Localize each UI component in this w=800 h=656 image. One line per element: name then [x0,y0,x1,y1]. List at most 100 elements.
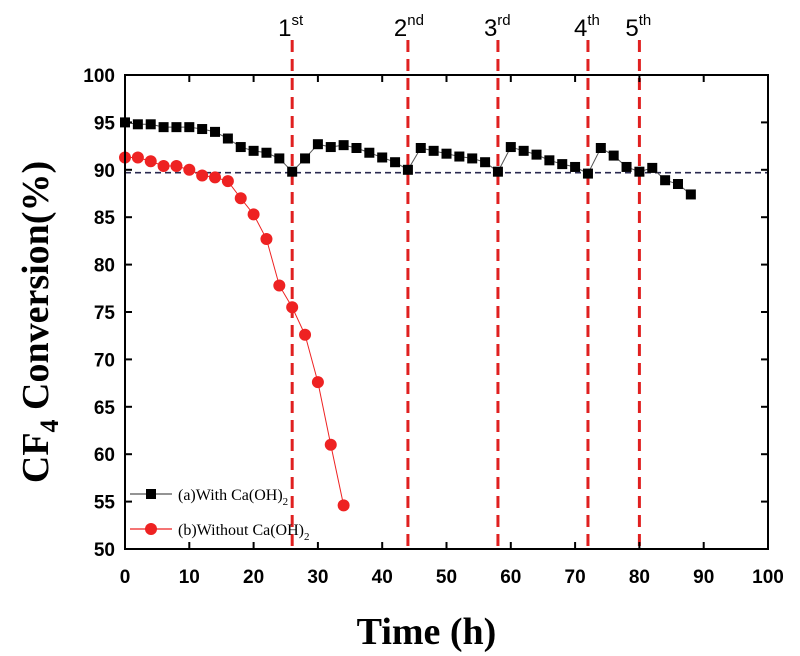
data-point-with-caoh2 [518,145,529,156]
data-point-with-caoh2 [531,149,542,160]
legend-label-main: (b)Without Ca(OH) [178,522,304,539]
data-point-with-caoh2 [428,145,439,156]
x-tick-label: 100 [752,567,784,588]
data-point-with-caoh2 [287,166,298,177]
data-point-with-caoh2 [608,150,619,161]
regeneration-label-suffix: th [639,12,652,29]
x-axis-title: Time (h) [357,611,497,653]
data-point-without-caoh2 [273,279,286,292]
x-tick-label: 60 [500,567,521,588]
data-point-without-caoh2 [196,169,209,182]
data-point-without-caoh2 [260,233,273,246]
data-point-with-caoh2 [132,119,143,130]
data-point-without-caoh2 [311,376,324,389]
data-point-with-caoh2 [672,179,683,190]
data-point-without-caoh2 [144,155,157,168]
data-point-without-caoh2 [183,163,196,176]
data-point-with-caoh2 [338,140,349,151]
data-point-with-caoh2 [145,119,156,130]
data-point-with-caoh2 [685,189,696,200]
data-point-without-caoh2 [286,301,299,314]
y-tick-label: 65 [94,398,116,419]
x-tick-label: 0 [120,567,131,588]
data-point-with-caoh2 [171,122,182,133]
x-tick-label: 40 [372,567,393,588]
x-tick-label: 90 [693,567,714,588]
data-point-with-caoh2 [377,152,388,163]
regeneration-label-number: 5 [625,15,638,42]
regeneration-label: 1st [278,12,304,42]
data-point-with-caoh2 [312,139,323,150]
data-point-with-caoh2 [300,153,311,164]
y-tick-label: 75 [94,303,116,324]
data-point-with-caoh2 [480,157,491,168]
y-tick-label: 55 [94,493,116,514]
data-point-with-caoh2 [364,147,375,158]
x-tick-label: 30 [307,567,328,588]
data-point-with-caoh2 [158,122,169,133]
data-point-with-caoh2 [595,142,606,153]
data-point-with-caoh2 [647,162,658,173]
y-axis-title: CF4 Conversion(%) [15,161,64,483]
data-point-with-caoh2 [557,159,568,170]
regeneration-label-suffix: rd [497,12,510,29]
legend-label-subscript: 2 [304,531,310,543]
data-point-with-caoh2 [197,124,208,135]
regeneration-label-suffix: st [292,12,305,29]
y-tick-label: 80 [94,256,115,277]
y-tick-label: 95 [94,113,116,134]
data-point-with-caoh2 [210,126,221,137]
y-axis-title-main: CF [15,432,57,483]
regeneration-label: 2nd [394,12,424,42]
data-point-with-caoh2 [415,142,426,153]
regeneration-label-number: 2 [394,15,407,42]
data-point-without-caoh2 [234,192,247,205]
data-point-with-caoh2 [402,164,413,175]
data-point-with-caoh2 [235,142,246,153]
y-tick-label: 50 [94,540,115,561]
regeneration-label-number: 1 [278,15,291,42]
y-axis-title-subscript: 4 [35,419,64,432]
data-point-with-caoh2 [634,166,645,177]
data-point-with-caoh2 [492,166,503,177]
y-tick-label: 100 [83,66,115,87]
data-point-with-caoh2 [582,168,593,179]
data-point-without-caoh2 [324,438,337,451]
data-point-without-caoh2 [131,151,144,164]
data-point-with-caoh2 [441,148,452,159]
data-point-without-caoh2 [247,208,260,221]
data-point-without-caoh2 [299,328,312,341]
regeneration-label: 4th [574,12,600,42]
data-point-with-caoh2 [274,153,285,164]
y-tick-label: 60 [94,445,115,466]
x-tick-label: 70 [565,567,586,588]
regeneration-label-suffix: nd [407,12,424,29]
data-point-without-caoh2 [170,160,183,173]
data-point-without-caoh2 [157,160,170,173]
data-point-with-caoh2 [467,153,478,164]
legend-label-main: (a)With Ca(OH) [178,487,283,504]
data-point-with-caoh2 [570,161,581,172]
x-tick-label: 80 [629,567,650,588]
data-point-with-caoh2 [544,155,555,166]
legend-label: (b)Without Ca(OH)2 [178,522,310,543]
y-tick-label: 70 [94,350,115,371]
data-point-with-caoh2 [454,151,465,162]
data-point-with-caoh2 [390,157,401,168]
data-point-with-caoh2 [222,133,233,144]
data-point-with-caoh2 [184,122,195,133]
data-point-with-caoh2 [248,145,259,156]
data-point-without-caoh2 [221,175,234,188]
plot-frame [124,74,769,550]
regeneration-label: 3rd [484,12,511,42]
regeneration-label: 5th [625,12,651,42]
y-axis-title-rest: Conversion(%) [15,161,57,420]
data-point-without-caoh2 [337,499,350,512]
legend-label-subscript: 2 [283,496,289,508]
x-tick-label: 20 [243,567,264,588]
series-line-1 [125,156,345,506]
legend-marker-square [146,489,156,499]
legend-label: (a)With Ca(OH)2 [178,487,288,508]
y-tick-label: 85 [94,208,116,229]
